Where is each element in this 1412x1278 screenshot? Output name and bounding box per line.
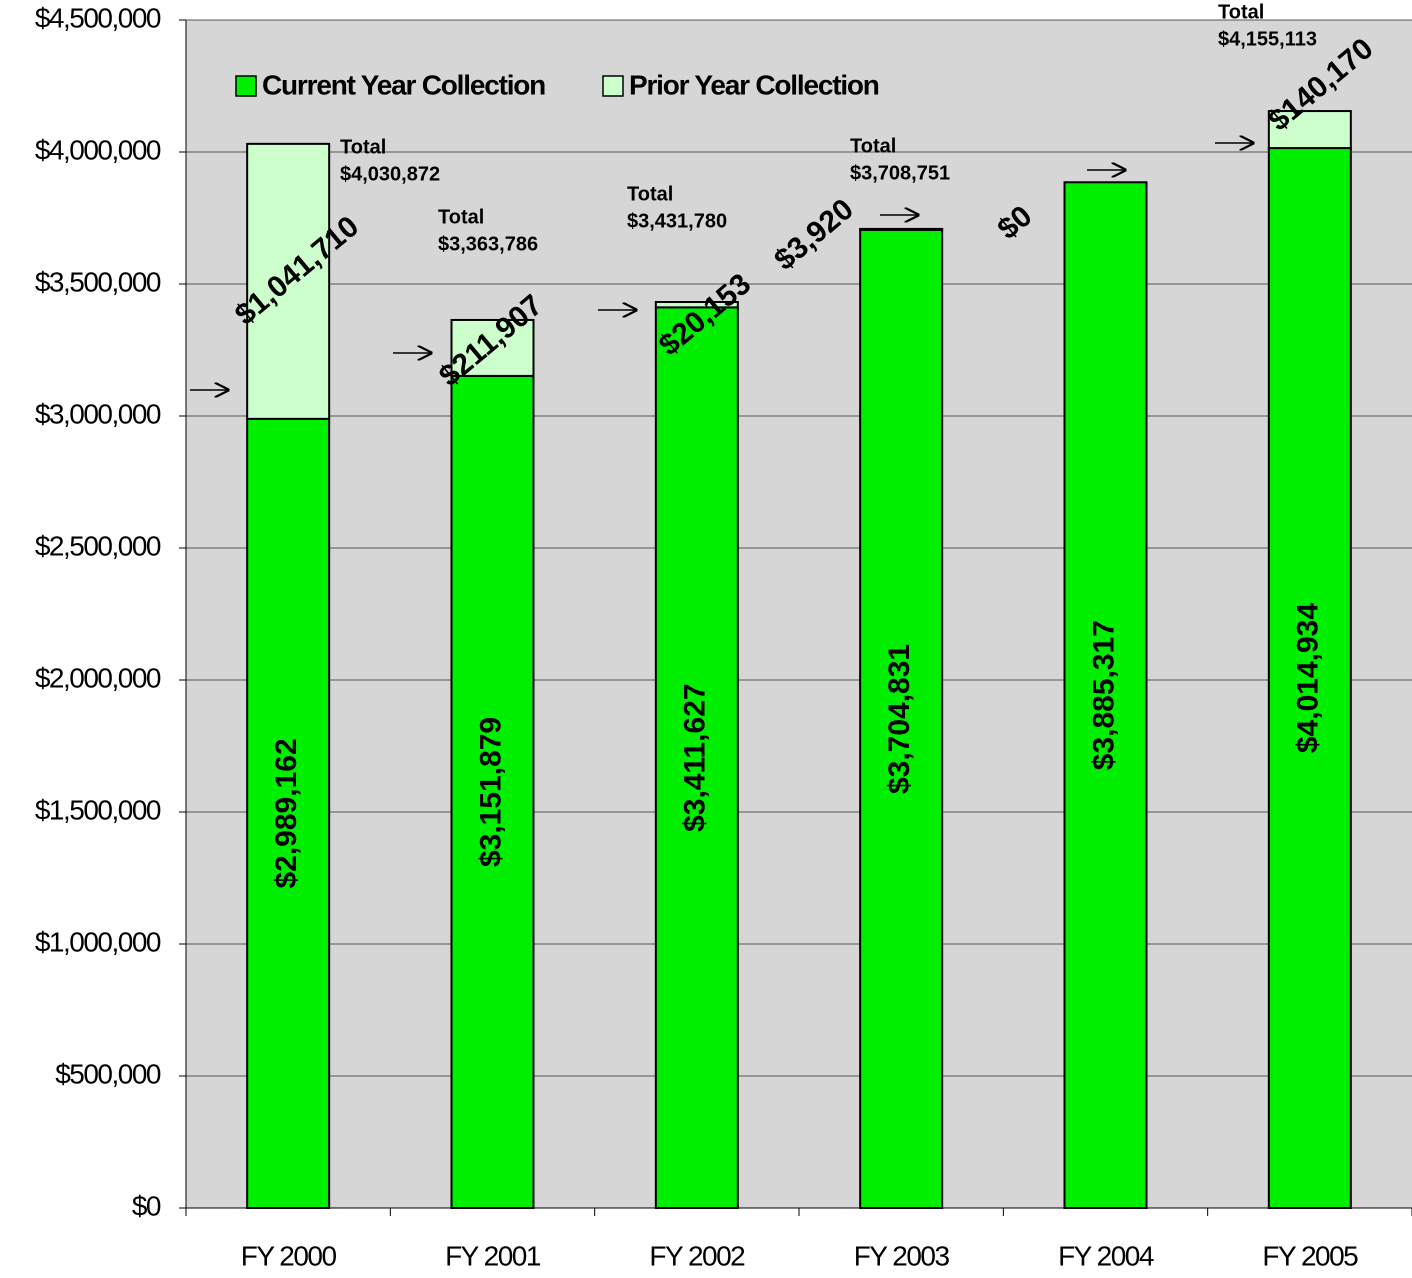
bar-segment: [246, 142, 331, 420]
x-tick-label: FY 2005: [1262, 1240, 1358, 1271]
total-value: $4,030,872: [340, 163, 440, 185]
bar-segment: [1267, 147, 1352, 1210]
total-label: Total: [438, 206, 484, 228]
y-tick-label: $3,000,000: [35, 398, 161, 429]
bar-segment: [246, 417, 331, 1210]
x-tick-label: FY 2004: [1058, 1240, 1154, 1271]
y-tick-label: $2,000,000: [35, 662, 161, 693]
x-tick-label: FY 2003: [854, 1240, 950, 1271]
bar-segment: [654, 301, 739, 309]
total-label: Total: [340, 136, 386, 158]
x-tick-label: FY 2002: [649, 1240, 745, 1271]
y-tick-label: $500,000: [55, 1058, 161, 1089]
y-tick-label: $2,500,000: [35, 530, 161, 561]
value-label: $2,989,162: [270, 738, 303, 888]
y-tick-label: $3,500,000: [35, 266, 161, 297]
bar-segment: [859, 228, 944, 1209]
total-label: Total: [627, 183, 673, 205]
value-label: $3,151,879: [474, 717, 507, 867]
legend-swatch: [235, 75, 257, 97]
value-label: $3,704,831: [883, 644, 916, 794]
total-value: $3,431,780: [627, 210, 727, 232]
plot-area: [186, 20, 1412, 1208]
x-tick-label: FY 2000: [241, 1240, 337, 1271]
bar-segment: [1267, 110, 1352, 150]
legend-label: Prior Year Collection: [629, 69, 879, 100]
total-label: Total: [850, 135, 896, 157]
total-value: $3,363,786: [438, 233, 538, 255]
y-tick-label: $1,000,000: [35, 926, 161, 957]
bar-segment: [450, 318, 535, 377]
value-label: $3,411,627: [679, 683, 712, 832]
total-value: $3,708,751: [850, 162, 950, 184]
bar-segment: [450, 374, 535, 1209]
total-label: Total: [1218, 1, 1264, 23]
y-tick-label: $1,500,000: [35, 794, 161, 825]
bar-segment: [1063, 181, 1148, 1209]
legend-swatch: [602, 75, 624, 97]
value-label: $3,885,317: [1087, 620, 1120, 770]
y-tick-label: $4,000,000: [35, 134, 161, 165]
bar-segment: [859, 227, 944, 231]
value-label: $4,014,934: [1292, 603, 1325, 753]
x-tick-label: FY 2001: [445, 1240, 541, 1271]
y-tick-label: $0: [132, 1190, 161, 1221]
total-value: $4,155,113: [1218, 28, 1317, 50]
legend-label: Current Year Collection: [262, 69, 545, 100]
y-tick-label: $4,500,000: [35, 2, 161, 33]
